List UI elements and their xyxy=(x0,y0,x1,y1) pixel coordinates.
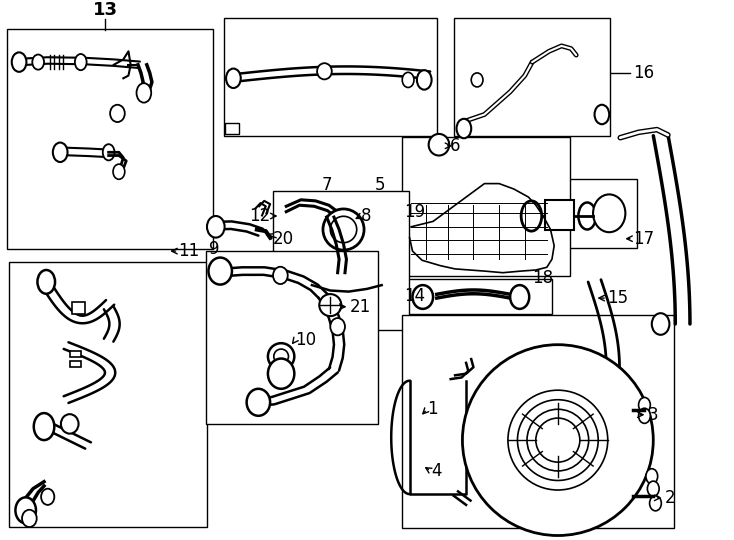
Text: 17: 17 xyxy=(633,230,654,248)
Ellipse shape xyxy=(647,481,659,496)
Bar xyxy=(402,315,674,528)
Ellipse shape xyxy=(113,164,125,179)
Circle shape xyxy=(517,400,598,481)
Text: 16: 16 xyxy=(633,64,654,82)
Circle shape xyxy=(274,349,288,364)
Circle shape xyxy=(536,418,580,462)
Text: 2: 2 xyxy=(664,489,675,507)
Ellipse shape xyxy=(247,389,270,416)
Text: 19: 19 xyxy=(404,202,425,221)
Ellipse shape xyxy=(34,413,54,440)
Ellipse shape xyxy=(417,70,432,90)
Text: 13: 13 xyxy=(92,1,117,19)
Circle shape xyxy=(268,343,294,369)
Text: 9: 9 xyxy=(209,240,219,259)
Ellipse shape xyxy=(646,469,658,484)
Bar xyxy=(206,251,378,424)
Ellipse shape xyxy=(639,408,650,423)
Bar xyxy=(72,302,85,314)
Ellipse shape xyxy=(639,397,650,413)
Ellipse shape xyxy=(593,357,611,379)
Bar xyxy=(7,29,213,249)
Ellipse shape xyxy=(226,69,241,88)
Ellipse shape xyxy=(41,489,54,505)
Ellipse shape xyxy=(652,313,669,335)
Ellipse shape xyxy=(110,105,125,122)
Bar xyxy=(401,279,552,314)
Text: 5: 5 xyxy=(375,177,385,194)
Text: 4: 4 xyxy=(431,462,441,480)
Bar xyxy=(273,191,409,330)
Text: 12: 12 xyxy=(249,207,270,225)
Text: 18: 18 xyxy=(533,269,553,287)
Ellipse shape xyxy=(268,359,294,389)
Text: 14: 14 xyxy=(404,287,425,305)
Bar xyxy=(70,361,81,367)
Ellipse shape xyxy=(32,55,44,70)
Ellipse shape xyxy=(53,143,68,162)
Ellipse shape xyxy=(593,194,625,232)
Text: 15: 15 xyxy=(607,289,628,307)
Ellipse shape xyxy=(471,73,483,87)
Bar xyxy=(545,200,574,230)
Text: 20: 20 xyxy=(273,230,294,248)
Bar xyxy=(454,18,610,136)
Text: 3: 3 xyxy=(647,406,658,424)
Circle shape xyxy=(319,294,341,316)
Ellipse shape xyxy=(12,52,26,72)
Ellipse shape xyxy=(37,270,55,294)
Ellipse shape xyxy=(15,497,36,523)
Bar xyxy=(402,137,570,276)
Circle shape xyxy=(508,390,608,490)
Bar xyxy=(9,262,207,526)
Text: 21: 21 xyxy=(349,298,371,316)
Circle shape xyxy=(330,217,357,242)
Ellipse shape xyxy=(457,119,471,138)
Text: 10: 10 xyxy=(295,331,316,349)
Ellipse shape xyxy=(22,510,37,527)
Ellipse shape xyxy=(330,318,345,335)
Bar xyxy=(224,18,437,136)
Ellipse shape xyxy=(317,63,332,79)
Ellipse shape xyxy=(273,267,288,284)
Ellipse shape xyxy=(75,54,87,70)
Bar xyxy=(70,351,81,357)
Ellipse shape xyxy=(595,105,609,124)
Ellipse shape xyxy=(413,285,433,309)
Ellipse shape xyxy=(103,144,115,160)
Ellipse shape xyxy=(510,285,529,309)
Text: 8: 8 xyxy=(361,207,371,225)
Circle shape xyxy=(323,209,364,250)
Ellipse shape xyxy=(650,496,661,511)
Ellipse shape xyxy=(429,134,449,156)
Circle shape xyxy=(527,409,589,471)
Text: 6: 6 xyxy=(450,137,460,155)
Ellipse shape xyxy=(402,72,414,87)
Ellipse shape xyxy=(137,83,151,103)
Ellipse shape xyxy=(521,201,542,231)
Ellipse shape xyxy=(578,202,596,230)
Ellipse shape xyxy=(208,258,232,285)
Bar xyxy=(521,179,637,248)
Ellipse shape xyxy=(207,216,225,238)
Text: 7: 7 xyxy=(321,177,332,194)
Text: 11: 11 xyxy=(178,242,200,260)
Ellipse shape xyxy=(61,414,79,434)
Text: 1: 1 xyxy=(427,400,437,418)
Bar xyxy=(225,123,239,134)
Circle shape xyxy=(462,345,653,536)
